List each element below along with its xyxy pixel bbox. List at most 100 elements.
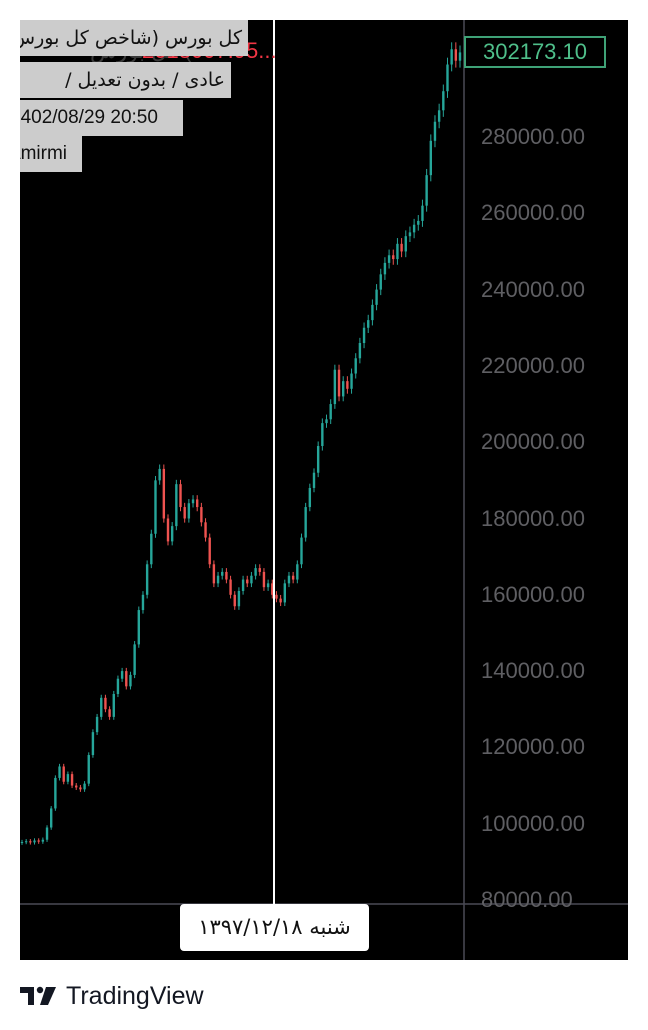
candle	[29, 839, 32, 845]
crosshair-date-label: شنبه ۱۳۹۷/۱۲/۱۸	[180, 904, 369, 951]
candle	[33, 838, 36, 845]
candle	[429, 134, 432, 182]
price-chart[interactable]	[20, 20, 628, 960]
candle	[421, 199, 424, 227]
candle	[145, 560, 149, 599]
timestamp-box: 1402/08/29 20:50	[20, 100, 183, 136]
candle	[358, 337, 362, 364]
adjustment-mode-box: عادی / بدون تعدیل /	[20, 62, 231, 98]
candle	[258, 564, 261, 576]
candle	[212, 560, 216, 588]
candle	[129, 671, 132, 690]
candle	[24, 839, 28, 845]
candle	[300, 533, 303, 569]
candle	[20, 839, 24, 845]
candle	[362, 322, 366, 349]
candle	[54, 775, 57, 811]
candle	[346, 376, 349, 394]
candle	[120, 667, 124, 682]
price-tick-label: 260000.00	[481, 200, 585, 226]
candle	[75, 783, 78, 790]
candle	[279, 594, 282, 607]
candle	[204, 518, 207, 542]
candle	[408, 226, 412, 243]
price-tick-label: 100000.00	[481, 810, 585, 836]
symbol-title-box[interactable]: کل بورس (شاخص کل بورس)	[20, 20, 248, 56]
candle	[404, 230, 407, 258]
tradingview-branding[interactable]: TradingView	[20, 980, 204, 1012]
last-price-label: 302173.10	[464, 36, 606, 68]
candle	[141, 591, 145, 614]
candle	[275, 591, 278, 603]
candle	[271, 579, 274, 599]
candle	[417, 215, 420, 231]
candle	[425, 168, 428, 212]
candle	[233, 591, 236, 610]
candle	[95, 713, 99, 735]
candle	[458, 45, 462, 68]
price-tick-label: 220000.00	[481, 352, 585, 378]
candle	[125, 667, 128, 690]
price-tick-label: 180000.00	[481, 505, 585, 531]
candle	[137, 606, 140, 648]
candle	[66, 771, 70, 785]
candle	[179, 479, 182, 512]
candle	[375, 284, 378, 311]
candle	[87, 752, 90, 787]
candle	[104, 694, 107, 713]
candle	[367, 314, 370, 334]
candle	[208, 533, 211, 569]
candle	[108, 706, 111, 720]
candle	[200, 502, 203, 527]
candle	[254, 564, 257, 580]
candle	[62, 763, 65, 785]
candle	[446, 57, 449, 98]
candle	[100, 694, 103, 720]
candle	[37, 838, 40, 844]
price-tick-label: 80000.00	[481, 887, 573, 912]
candle	[442, 84, 445, 117]
candle	[158, 464, 161, 485]
candle	[387, 249, 391, 269]
candle	[166, 514, 170, 546]
candle	[371, 299, 374, 326]
candle	[291, 571, 295, 584]
candle	[229, 575, 232, 599]
chart-area[interactable]: کل بورس ( 2018007.95... کل بورس (شاخص کل…	[20, 20, 628, 960]
candle	[196, 495, 199, 512]
candle	[321, 418, 324, 451]
candle	[241, 575, 245, 595]
candle	[392, 249, 395, 265]
candle	[287, 571, 291, 588]
candle	[296, 560, 299, 584]
candle	[329, 399, 332, 425]
candle	[262, 568, 266, 591]
price-tick-label: 240000.00	[481, 276, 585, 302]
candle	[170, 522, 174, 546]
candle	[183, 502, 186, 523]
candle	[283, 579, 286, 607]
candle	[187, 499, 191, 523]
candle	[58, 763, 61, 781]
candle	[379, 268, 382, 296]
price-tick-label: 160000.00	[481, 581, 585, 607]
candle	[191, 495, 195, 508]
candle	[312, 468, 316, 493]
candle	[437, 103, 441, 129]
candle	[79, 784, 82, 792]
symbol-title: کل بورس (شاخص کل بورس)	[20, 27, 242, 49]
candle	[221, 568, 224, 580]
candle	[325, 414, 328, 428]
price-tick-label: 200000.00	[481, 429, 585, 455]
price-tick-label: 140000.00	[481, 658, 585, 684]
candle	[400, 238, 403, 258]
candle	[237, 587, 241, 610]
candle	[450, 42, 453, 72]
tradingview-brand-text: TradingView	[66, 981, 204, 1010]
candle	[333, 364, 337, 409]
candle	[412, 218, 416, 239]
timestamp: 1402/08/29 20:50	[20, 107, 158, 128]
adjustment-mode: عادی / بدون تعدیل /	[65, 69, 225, 91]
candle	[150, 529, 153, 569]
candle	[133, 641, 136, 679]
